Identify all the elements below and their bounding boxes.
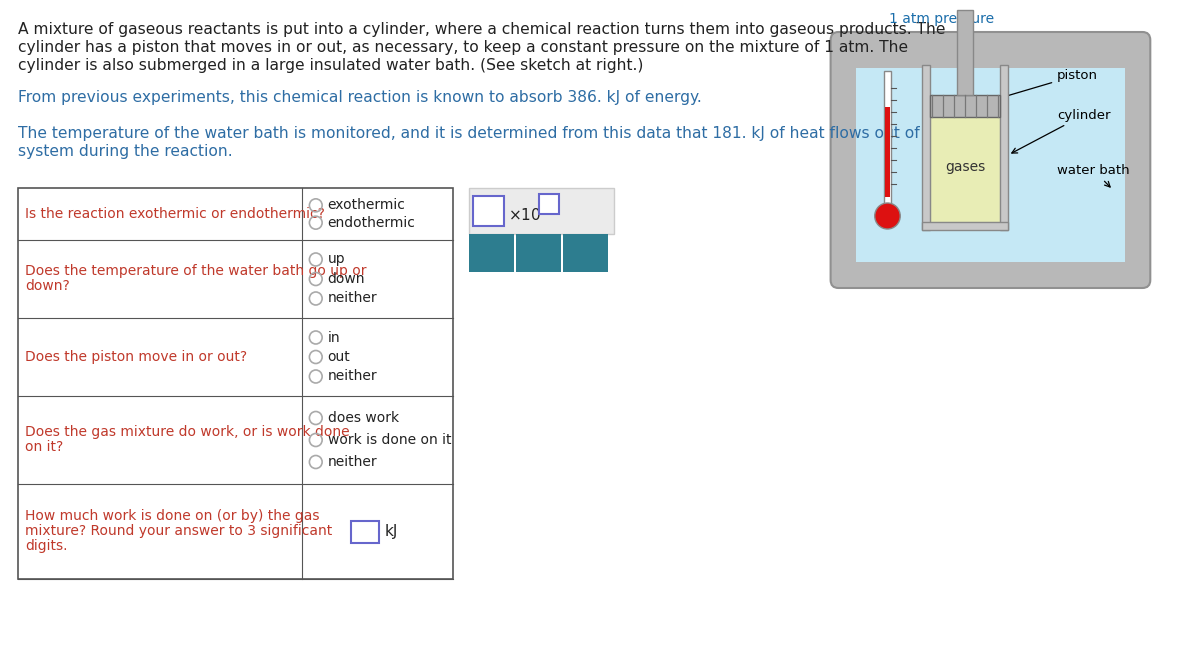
Bar	[856, 68, 1124, 262]
Bar	[930, 95, 1000, 117]
Text: cylinder has a piston that moves in or out, as necessary, to keep a constant pre: cylinder has a piston that moves in or o…	[18, 40, 908, 55]
FancyBboxPatch shape	[351, 521, 379, 543]
Bar	[516, 234, 561, 272]
Text: mixture? Round your answer to 3 significant: mixture? Round your answer to 3 signific…	[25, 524, 332, 538]
Text: system during the reaction.: system during the reaction.	[18, 144, 232, 159]
Text: exothermic: exothermic	[328, 198, 405, 213]
Text: From previous experiments, this chemical reaction is known to absorb 386. kJ of : From previous experiments, this chemical…	[18, 90, 701, 105]
Text: out: out	[328, 350, 350, 364]
FancyBboxPatch shape	[473, 196, 504, 226]
Text: digits.: digits.	[25, 539, 68, 553]
Bar	[884, 71, 891, 208]
Text: down: down	[328, 272, 364, 286]
Text: work is done on it: work is done on it	[328, 433, 451, 447]
Text: ×: ×	[482, 243, 500, 263]
Text: down?: down?	[25, 279, 70, 293]
Text: Does the gas mixture do work, or is work done: Does the gas mixture do work, or is work…	[25, 425, 350, 439]
Text: Does the piston move in or out?: Does the piston move in or out?	[25, 349, 248, 364]
Text: How much work is done on (or by) the gas: How much work is done on (or by) the gas	[25, 509, 320, 523]
Circle shape	[874, 203, 900, 229]
Text: Is the reaction exothermic or endothermic?: Is the reaction exothermic or endothermi…	[25, 207, 325, 220]
Bar	[18, 188, 453, 579]
Text: Does the temperature of the water bath go up or: Does the temperature of the water bath g…	[25, 264, 367, 278]
Bar	[958, 10, 973, 95]
Text: The temperature of the water bath is monitored, and it is determined from this d: The temperature of the water bath is mon…	[18, 126, 949, 141]
Text: neither: neither	[328, 292, 378, 305]
Text: on it?: on it?	[25, 440, 64, 454]
Text: neither: neither	[328, 370, 378, 383]
Text: cylinder: cylinder	[1012, 109, 1111, 153]
Text: neither: neither	[328, 455, 378, 469]
Text: kJ: kJ	[385, 524, 398, 539]
Text: in: in	[328, 330, 341, 345]
Text: ?: ?	[580, 244, 591, 262]
Text: $\times$10: $\times$10	[509, 207, 541, 223]
Text: piston: piston	[977, 69, 1098, 106]
Bar	[469, 188, 613, 234]
Text: 1 atm pressure: 1 atm pressure	[888, 12, 994, 26]
Bar	[885, 107, 891, 197]
Text: up: up	[328, 252, 345, 266]
Bar	[1000, 65, 1008, 230]
Bar	[930, 103, 1000, 222]
FancyBboxPatch shape	[830, 32, 1151, 288]
Bar	[563, 234, 607, 272]
Text: A mixture of gaseous reactants is put into a cylinder, where a chemical reaction: A mixture of gaseous reactants is put in…	[18, 22, 946, 37]
Text: water bath: water bath	[1058, 164, 1130, 187]
Bar	[922, 222, 1008, 230]
Text: does work: does work	[328, 411, 399, 425]
Text: ↩: ↩	[531, 244, 545, 262]
Text: gases: gases	[944, 160, 985, 175]
FancyBboxPatch shape	[540, 194, 559, 214]
Bar	[469, 234, 513, 272]
Text: cylinder is also submerged in a large insulated water bath. (See sketch at right: cylinder is also submerged in a large in…	[18, 58, 643, 73]
Text: endothermic: endothermic	[328, 216, 416, 230]
Bar	[922, 65, 930, 230]
